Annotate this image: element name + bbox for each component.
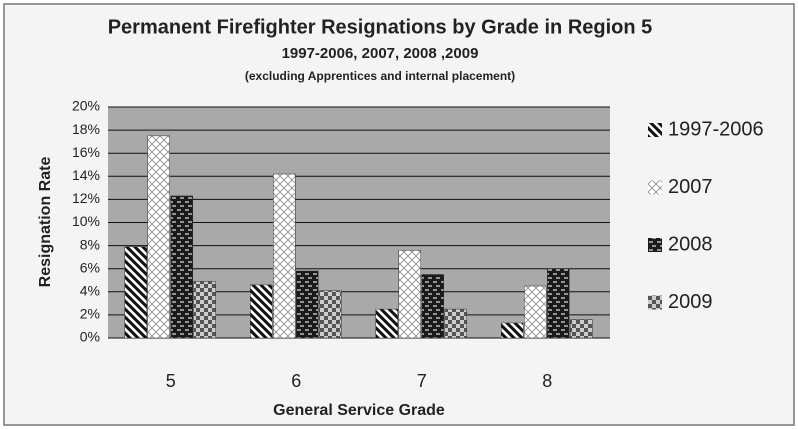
legend-swatch [648, 123, 662, 137]
y-tick-label: 8% [80, 236, 100, 252]
bar [273, 173, 296, 339]
y-tick-label: 4% [80, 283, 100, 299]
legend-label: 2009 [668, 291, 713, 313]
chart-title: Permanent Firefighter Resignations by Gr… [108, 16, 653, 38]
bar [170, 195, 193, 339]
bar [524, 285, 547, 339]
legend-swatch [648, 295, 662, 310]
bar [570, 319, 593, 339]
y-tick-label: 14% [72, 167, 100, 183]
x-tick-label: 7 [417, 371, 427, 391]
bar [444, 308, 467, 339]
bar [421, 274, 444, 339]
chart-note: (excluding Apprentices and internal plac… [245, 69, 515, 83]
x-axis-title: General Service Grade [273, 402, 445, 419]
bar [124, 246, 147, 339]
y-tick-label: 0% [80, 329, 100, 345]
bar [250, 284, 273, 339]
bar [296, 270, 319, 339]
bar [398, 249, 421, 339]
bar [193, 281, 216, 339]
legend-label: 1997-2006 [668, 118, 764, 140]
y-tick-label: 12% [72, 190, 100, 206]
y-tick-label: 2% [80, 306, 100, 322]
legend-label: 2007 [668, 176, 713, 198]
x-tick-label: 8 [542, 371, 552, 391]
bar [547, 268, 570, 339]
legend-swatch [648, 238, 662, 252]
chart-subtitle: 1997-2006, 2007, 2008 ,2009 [282, 45, 479, 62]
bar [501, 322, 524, 339]
bar [147, 135, 170, 339]
y-axis-title: Resignation Rate [37, 157, 54, 288]
legend-label: 2008 [668, 233, 713, 255]
legend-swatch [648, 180, 662, 195]
x-tick-label: 5 [166, 371, 176, 391]
x-tick-label: 6 [291, 371, 301, 391]
bar [375, 308, 398, 339]
y-tick-label: 20% [72, 98, 100, 114]
y-tick-label: 16% [72, 144, 100, 160]
y-tick-label: 10% [72, 213, 100, 229]
y-tick-label: 18% [72, 121, 100, 137]
y-tick-label: 6% [80, 259, 100, 275]
bar [319, 290, 342, 339]
